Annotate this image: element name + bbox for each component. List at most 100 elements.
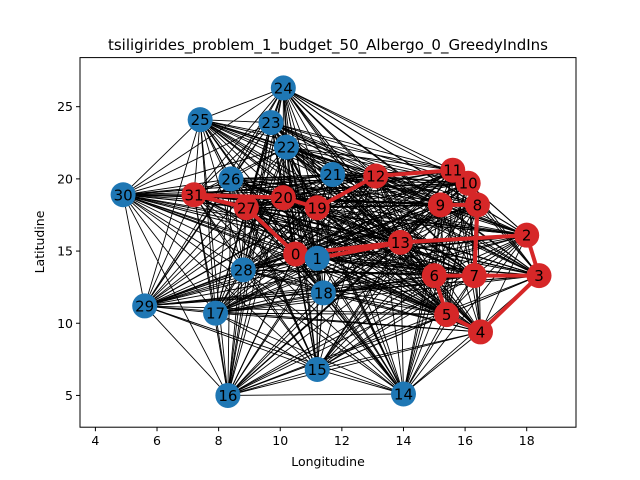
graph-edge [215,207,247,314]
visited-node-marker [304,195,330,221]
graph-edge [282,87,334,175]
visited-node-marker [514,222,540,248]
node-label: 8 [473,196,483,214]
graph-edge [332,174,404,395]
graph-edge [227,393,404,396]
graph-edge [316,242,401,370]
node-label: 21 [323,166,342,184]
node-label: 10 [459,175,478,193]
y-tick-label: 5 [65,388,73,403]
unvisited-node-marker [273,134,299,160]
node-3: 3 [526,263,552,289]
chart-title: tsiligirides_problem_1_budget_50_Albergo… [108,36,548,55]
x-axis-ticks: 4 6 8 10 12 14 16 18 [91,427,535,448]
visited-node-marker [461,263,487,289]
node-label: 4 [476,323,486,341]
plot-frame [79,57,577,428]
graph-edge [144,269,244,307]
node-1: 1 [304,245,330,271]
node-28: 28 [230,257,256,283]
node-label: 15 [308,361,327,379]
graph-edge [227,369,318,396]
node-21: 21 [320,162,346,188]
visited-node-marker [421,263,447,289]
x-tick-label: 12 [334,433,350,448]
node-9: 9 [427,192,453,218]
node-30: 30 [110,182,136,208]
x-tick-label: 4 [91,433,99,448]
graph-edge [322,174,334,293]
graph-edge [317,369,404,395]
node-label: 12 [366,167,385,185]
x-tick-label: 18 [519,433,535,448]
graph-edge [270,122,441,206]
node-11: 11 [440,157,466,183]
unvisited-node-marker [203,300,229,326]
y-axis-label: Latitudine [32,210,47,273]
graph-edge [227,207,247,396]
graph-edge [215,312,447,316]
graph-edge [243,269,404,395]
graph-edge [144,146,287,307]
graph-edge [123,146,287,196]
node-label: 5 [442,306,452,324]
visited-node-marker [440,157,466,183]
node-label: 11 [443,162,462,180]
unvisited-node-marker [218,166,244,192]
visited-node-marker [363,163,389,189]
node-label: 22 [277,139,296,157]
node-label: 25 [191,111,210,129]
node-label: 14 [394,385,413,403]
graph-edge [215,241,401,314]
graph-edge [332,174,401,243]
graph-edge [246,207,447,315]
node-label: 26 [221,170,240,188]
node-label: 9 [436,196,446,214]
graph-edge [122,87,284,196]
y-tick-label: 25 [57,99,73,114]
graph-edge [316,275,475,370]
graph-edge [230,87,284,180]
graph-edge [215,312,318,370]
node-19: 19 [304,195,330,221]
graph-edge [242,197,284,271]
visited-node-marker [181,182,207,208]
node-18: 18 [310,280,336,306]
unvisited-node-marker [187,107,213,133]
visited-node-marker [464,192,490,218]
node-17: 17 [203,300,229,326]
visited-node-marker [283,241,309,267]
graph-edge [286,146,404,395]
graph-edge [199,87,284,121]
route-edge [478,273,542,334]
unvisited-node-marker [215,382,241,408]
graph-edge [227,292,324,396]
graph-edge [122,194,244,271]
unvisited-node-marker [270,75,296,101]
graph-edge [403,275,435,395]
graph-edge [199,119,318,370]
node-label: 16 [218,387,237,405]
graph-edge [144,305,229,396]
graph-edge [193,194,244,271]
graph-edge [242,269,318,370]
unvisited-node-marker [258,110,284,136]
graph-edge [227,178,232,396]
node-5: 5 [434,302,460,328]
graph-edge [317,257,435,277]
node-12: 12 [363,163,389,189]
graph-edge [227,331,481,396]
graph-edge [322,175,377,294]
graph-edge [316,258,404,395]
graph-edge [144,292,324,307]
graph-edge [193,119,201,195]
graph-edge [282,87,318,370]
graph-edge [283,87,377,177]
graph-edge [242,146,287,270]
graph-edge [270,122,318,208]
node-16: 16 [215,382,241,408]
y-axis-ticks: 5 10 15 20 25 [57,99,80,403]
x-tick-label: 8 [215,433,223,448]
graph-edge [144,119,201,307]
node-27: 27 [233,195,259,221]
